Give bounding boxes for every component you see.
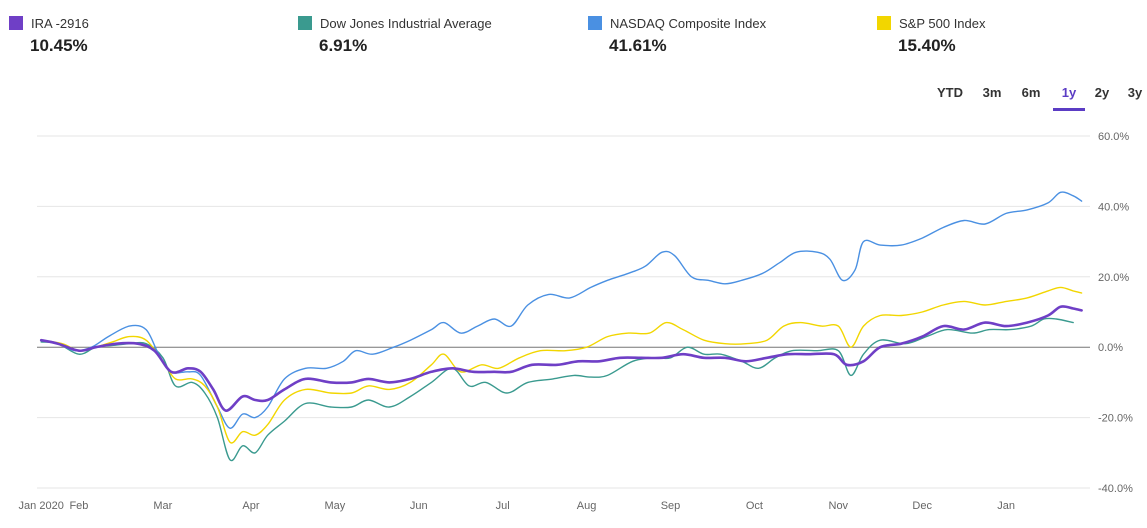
series-line-dow-jones-industrial-average bbox=[40, 317, 1074, 462]
x-tick-label: Jan bbox=[997, 500, 1015, 512]
range-tab-1y[interactable]: 1y bbox=[1053, 84, 1085, 111]
legend-item-ira[interactable]: IRA -2916 10.45% bbox=[9, 14, 89, 56]
legend-name-sp500: S&P 500 Index bbox=[877, 14, 986, 32]
y-tick-label: 20.0% bbox=[1098, 272, 1129, 284]
x-tick-label: Jul bbox=[496, 500, 510, 512]
x-tick-label: Jan 2020 bbox=[19, 500, 64, 512]
legend-swatch-ira bbox=[9, 16, 23, 30]
y-tick-label: 0.0% bbox=[1098, 342, 1123, 354]
x-tick-label: Aug bbox=[577, 500, 597, 512]
legend-label-nasdaq: NASDAQ Composite Index bbox=[610, 15, 767, 31]
legend-name-nasdaq: NASDAQ Composite Index bbox=[588, 14, 766, 32]
legend-name-ira: IRA -2916 bbox=[9, 14, 89, 32]
range-tab-3y[interactable]: 3y bbox=[1127, 85, 1143, 100]
y-tick-label: 60.0% bbox=[1098, 131, 1129, 143]
x-tick-label: Mar bbox=[153, 500, 172, 512]
legend-label-dow-jones: Dow Jones Industrial Average bbox=[320, 15, 492, 31]
x-tick-label: Apr bbox=[242, 500, 259, 512]
y-tick-label: 40.0% bbox=[1098, 201, 1129, 213]
time-range-tabs: YTD 3m 6m 1y 2y 3y bbox=[927, 84, 1147, 111]
x-tick-label: May bbox=[324, 500, 345, 512]
legend-item-dow-jones[interactable]: Dow Jones Industrial Average 6.91% bbox=[298, 14, 492, 56]
range-tab-6m[interactable]: 6m bbox=[1021, 85, 1041, 100]
legend-label-ira: IRA -2916 bbox=[31, 15, 89, 31]
x-tick-label: Dec bbox=[912, 500, 932, 512]
x-tick-label: Nov bbox=[829, 500, 849, 512]
legend-swatch-nasdaq bbox=[588, 16, 602, 30]
x-tick-label: Oct bbox=[746, 500, 763, 512]
x-tick-label: Sep bbox=[661, 500, 681, 512]
y-tick-label: -20.0% bbox=[1098, 413, 1133, 425]
legend-value-dow-jones: 6.91% bbox=[319, 36, 368, 55]
legend-label-sp500: S&P 500 Index bbox=[899, 15, 986, 31]
legend-swatch-dow-jones bbox=[298, 16, 312, 30]
series-line-nasdaq-composite-index bbox=[40, 191, 1083, 429]
legend-value-sp500: 15.40% bbox=[898, 36, 956, 55]
legend-item-sp500[interactable]: S&P 500 Index 15.40% bbox=[877, 14, 986, 56]
range-tab-ytd[interactable]: YTD bbox=[937, 85, 963, 100]
x-tick-label: Jun bbox=[410, 500, 428, 512]
y-tick-label: -40.0% bbox=[1098, 483, 1133, 495]
legend-item-nasdaq[interactable]: NASDAQ Composite Index 41.61% bbox=[588, 14, 766, 56]
legend-value-ira: 10.45% bbox=[30, 36, 88, 55]
range-tab-3m[interactable]: 3m bbox=[982, 85, 1002, 100]
series-line-s-p-500-index bbox=[40, 286, 1083, 444]
range-tab-2y[interactable]: 2y bbox=[1094, 85, 1110, 100]
x-tick-label: Feb bbox=[69, 500, 88, 512]
legend-swatch-sp500 bbox=[877, 16, 891, 30]
series-line-ira-2916 bbox=[39, 305, 1083, 412]
legend-value-nasdaq: 41.61% bbox=[609, 36, 667, 55]
legend-name-dow-jones: Dow Jones Industrial Average bbox=[298, 14, 492, 32]
